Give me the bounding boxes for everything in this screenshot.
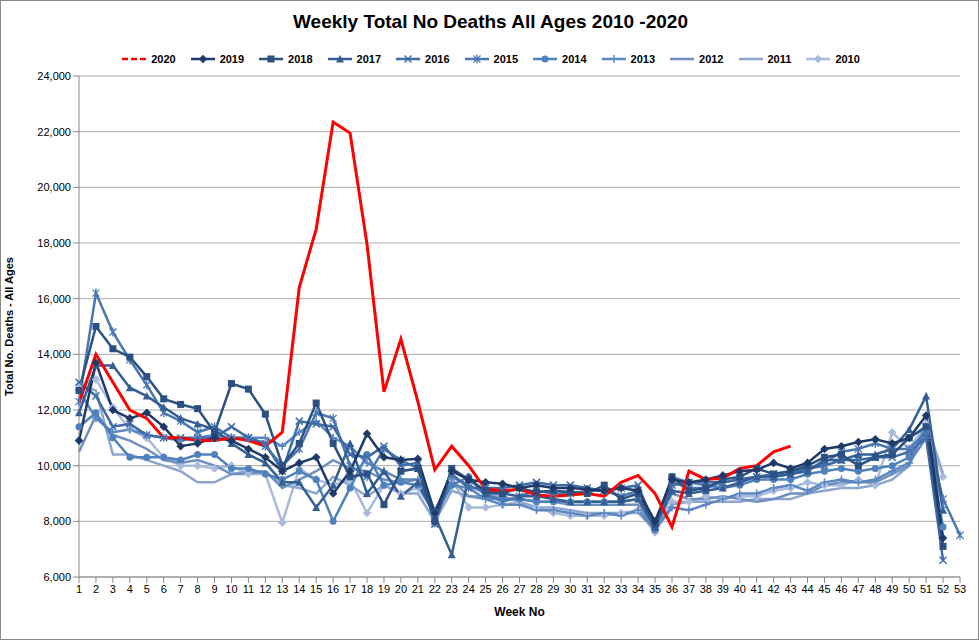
html-text:2019: 2019: [219, 53, 245, 65]
svg-text:24,000: 24,000: [37, 70, 71, 82]
svg-text:11: 11: [243, 583, 254, 595]
svg-text:3: 3: [110, 583, 116, 595]
svg-text:16: 16: [327, 583, 339, 595]
svg-text:29: 29: [547, 583, 559, 595]
html-text:2010: 2010: [835, 53, 860, 65]
svg-text:8: 8: [195, 583, 201, 595]
svg-text:Total No. Deaths - All Ages: Total No. Deaths - All Ages: [3, 257, 15, 396]
svg-text:28: 28: [530, 583, 542, 595]
svg-text:20: 20: [395, 583, 407, 595]
svg-text:25: 25: [479, 583, 491, 595]
html-text:Weekly Total No Deaths All Age: Weekly Total No Deaths All Ages 2010 -20…: [293, 11, 688, 32]
svg-text:5: 5: [144, 583, 150, 595]
svg-text:21: 21: [412, 583, 424, 595]
svg-text:47: 47: [852, 583, 864, 595]
html-text:2011: 2011: [767, 53, 792, 65]
svg-text:40: 40: [734, 583, 746, 595]
html-text:2016: 2016: [425, 53, 450, 65]
html-text:2017: 2017: [356, 53, 382, 65]
svg-text:16,000: 16,000: [37, 293, 71, 305]
svg-text:6,000: 6,000: [43, 571, 71, 583]
svg-text:19: 19: [378, 583, 390, 595]
svg-text:2: 2: [93, 583, 99, 595]
svg-text:14,000: 14,000: [37, 348, 71, 360]
svg-text:41: 41: [751, 583, 763, 595]
svg-text:12: 12: [259, 583, 271, 595]
svg-text:50: 50: [903, 583, 915, 595]
svg-text:9: 9: [211, 583, 217, 595]
svg-text:35: 35: [649, 583, 661, 595]
svg-text:49: 49: [886, 583, 898, 595]
svg-text:24: 24: [463, 583, 475, 595]
html-text:2013: 2013: [630, 53, 655, 65]
svg-text:7: 7: [178, 583, 184, 595]
svg-text:38: 38: [700, 583, 712, 595]
html-text:2020: 2020: [151, 53, 176, 65]
svg-text:Week No: Week No: [494, 605, 544, 619]
svg-text:4: 4: [127, 583, 133, 595]
svg-text:23: 23: [446, 583, 458, 595]
svg-text:14: 14: [293, 583, 305, 595]
svg-text:43: 43: [784, 583, 796, 595]
svg-text:26: 26: [496, 583, 508, 595]
svg-text:39: 39: [717, 583, 729, 595]
svg-text:44: 44: [801, 583, 813, 595]
svg-text:27: 27: [513, 583, 525, 595]
svg-text:8,000: 8,000: [43, 515, 71, 527]
svg-text:6: 6: [161, 583, 167, 595]
svg-text:46: 46: [835, 583, 847, 595]
svg-text:13: 13: [276, 583, 288, 595]
svg-text:20,000: 20,000: [37, 181, 71, 193]
svg-text:31: 31: [581, 583, 593, 595]
svg-text:18,000: 18,000: [37, 237, 71, 249]
svg-text:34: 34: [632, 583, 644, 595]
html-text:2012: 2012: [699, 53, 724, 65]
svg-text:22,000: 22,000: [37, 126, 71, 138]
svg-text:10: 10: [225, 583, 237, 595]
svg-text:42: 42: [768, 583, 780, 595]
html-text:2018: 2018: [288, 53, 313, 65]
svg-text:52: 52: [937, 583, 949, 595]
svg-text:12,000: 12,000: [37, 404, 71, 416]
svg-text:30: 30: [564, 583, 576, 595]
svg-text:22: 22: [429, 583, 441, 595]
svg-text:37: 37: [683, 583, 695, 595]
svg-text:45: 45: [818, 583, 830, 595]
svg-text:17: 17: [344, 583, 356, 595]
svg-text:10,000: 10,000: [37, 460, 71, 472]
svg-text:51: 51: [920, 583, 932, 595]
svg-text:36: 36: [666, 583, 678, 595]
svg-text:33: 33: [615, 583, 627, 595]
html-text:2015: 2015: [493, 53, 518, 65]
svg-text:15: 15: [310, 583, 322, 595]
svg-text:32: 32: [598, 583, 610, 595]
svg-text:1: 1: [76, 583, 82, 595]
html-text:2014: 2014: [562, 53, 587, 65]
svg-text:18: 18: [361, 583, 373, 595]
svg-text:53: 53: [954, 583, 966, 595]
svg-text:48: 48: [869, 583, 881, 595]
